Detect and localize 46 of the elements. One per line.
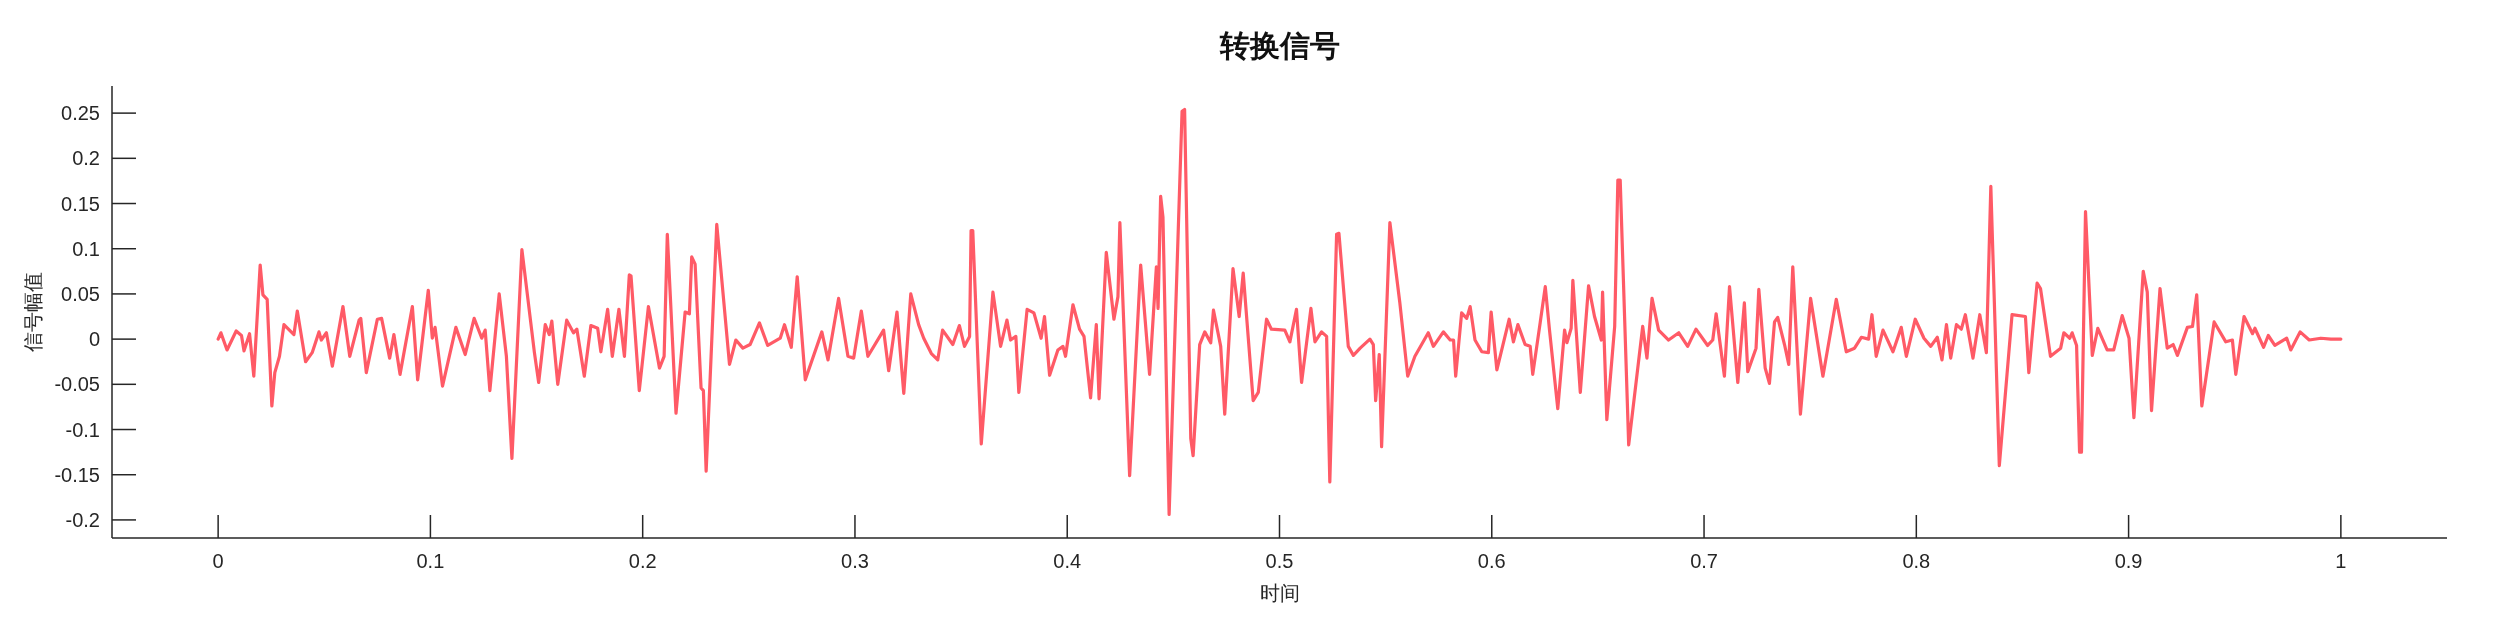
x-tick-label: 0.7 — [1690, 550, 1718, 572]
x-tick: 0.5 — [1265, 514, 1294, 572]
y-tick: -0.05 — [54, 373, 137, 396]
y-tick: 0.1 — [72, 237, 137, 260]
y-tick-label: -0.1 — [65, 418, 100, 441]
x-tick: 0.4 — [1053, 514, 1082, 572]
y-tick-label: 0.15 — [61, 192, 100, 215]
y-tick: 0.15 — [61, 192, 137, 215]
x-tick: 1 — [2335, 514, 2347, 572]
x-tick-label: 0.1 — [416, 550, 445, 572]
x-tick: 0.8 — [1902, 514, 1931, 572]
x-tick: 0.9 — [2114, 514, 2143, 572]
chart-title: 转换信号 — [1218, 29, 1340, 62]
y-tick: 0.05 — [61, 282, 137, 305]
y-tick-label: -0.15 — [54, 463, 100, 486]
y-tick: -0.1 — [65, 418, 137, 441]
line-series — [216, 107, 2343, 517]
y-tick-label: 0 — [88, 328, 100, 351]
x-tick-label: 0.6 — [1477, 550, 1506, 572]
x-tick-label: 0.3 — [841, 550, 869, 572]
x-tick: 0.3 — [841, 514, 869, 572]
x-tick: 0 — [212, 514, 224, 572]
x-tick-label: 0.2 — [628, 550, 657, 572]
x-axis-title: 时间 — [1259, 582, 1300, 604]
x-tick-label: 0 — [212, 550, 224, 572]
x-tick-label: 0.5 — [1265, 550, 1294, 572]
x-tick: 0.7 — [1690, 514, 1718, 572]
y-tick: -0.15 — [54, 463, 137, 486]
x-tick: 0.6 — [1477, 514, 1506, 572]
y-tick-label: -0.2 — [65, 508, 100, 531]
y-tick: 0 — [88, 328, 137, 351]
y-tick-label: 0.1 — [72, 237, 100, 260]
y-tick-label: 0.05 — [61, 282, 100, 305]
y-tick-label: 0.25 — [61, 102, 100, 125]
x-tick: 0.2 — [628, 514, 657, 572]
x-tick-label: 0.9 — [2114, 550, 2143, 572]
x-tick-label: 1 — [2335, 550, 2347, 572]
y-tick: -0.2 — [65, 508, 137, 531]
x-tick-label: 0.4 — [1053, 550, 1082, 572]
y-tick-label: 0.2 — [72, 147, 100, 170]
y-tick-label: -0.05 — [54, 373, 100, 396]
y-axis-title: 信号幅值 — [22, 272, 44, 352]
x-tick: 0.1 — [416, 514, 445, 572]
y-tick: 0.25 — [61, 102, 137, 125]
y-tick: 0.2 — [72, 147, 137, 170]
x-tick-label: 0.8 — [1902, 550, 1931, 572]
